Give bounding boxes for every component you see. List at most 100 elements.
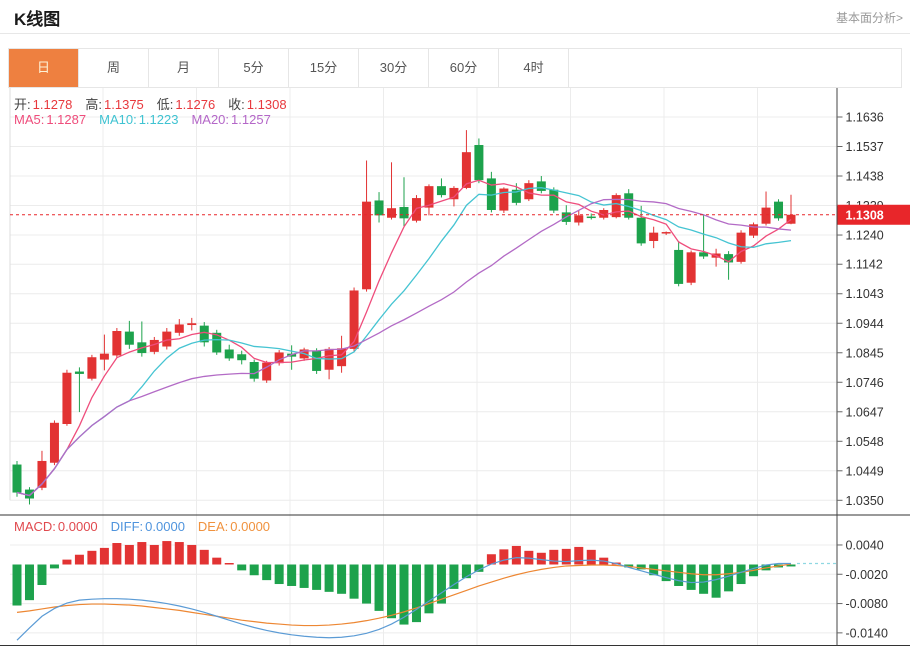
macd-bar bbox=[424, 564, 434, 614]
macd-bar bbox=[786, 564, 796, 567]
price-label: 1.1537 bbox=[846, 140, 884, 154]
macd-bar bbox=[461, 564, 471, 579]
candle-up bbox=[574, 215, 584, 223]
macd-bar bbox=[636, 564, 646, 570]
candle-down bbox=[124, 331, 134, 345]
macd-bar bbox=[299, 564, 309, 588]
candle-up bbox=[424, 186, 434, 208]
price-label: 1.1636 bbox=[846, 111, 884, 125]
candle-down bbox=[474, 145, 484, 181]
macd-bar bbox=[74, 554, 84, 565]
macd-bar bbox=[199, 549, 209, 565]
macd-bar bbox=[49, 564, 59, 569]
macd-bar bbox=[586, 549, 596, 565]
tab-30分[interactable]: 30分 bbox=[359, 49, 429, 87]
candle-up bbox=[786, 214, 796, 224]
fundamental-analysis-link[interactable]: 基本面分析> bbox=[835, 11, 903, 25]
macd-bar bbox=[736, 564, 746, 585]
dea-line bbox=[16, 563, 792, 627]
macd-bar bbox=[124, 544, 134, 565]
tab-周[interactable]: 周 bbox=[79, 49, 149, 87]
macd-bar bbox=[399, 564, 409, 625]
macd-bar bbox=[12, 564, 22, 606]
ma5-line bbox=[16, 179, 792, 497]
macd-bar bbox=[661, 564, 671, 582]
candle-up bbox=[62, 372, 72, 424]
current-price-badge-label: 1.1308 bbox=[846, 208, 884, 222]
tab-4时[interactable]: 4时 bbox=[499, 49, 569, 87]
tab-日[interactable]: 日 bbox=[9, 49, 79, 87]
macd-bar bbox=[149, 544, 159, 565]
candle-up bbox=[499, 188, 509, 211]
macd-bar bbox=[162, 541, 172, 565]
macd-bar bbox=[486, 554, 496, 565]
macd-bar bbox=[686, 564, 696, 590]
candle-down bbox=[399, 207, 409, 219]
tab-5分[interactable]: 5分 bbox=[219, 49, 289, 87]
macd-bar bbox=[449, 564, 459, 589]
macd-bar bbox=[561, 548, 571, 565]
candle-down bbox=[549, 189, 559, 211]
candle-down bbox=[374, 200, 384, 216]
candle-up bbox=[162, 331, 172, 347]
macd-bar bbox=[549, 549, 559, 565]
candle-up bbox=[112, 331, 122, 356]
macd-bar bbox=[187, 544, 197, 565]
candle-down bbox=[212, 332, 222, 353]
price-label: 1.1142 bbox=[846, 258, 883, 272]
candle-down bbox=[624, 193, 634, 218]
candle-up bbox=[99, 353, 109, 360]
macd-bar bbox=[37, 564, 47, 586]
candle-down bbox=[12, 464, 22, 493]
candle-down bbox=[249, 362, 259, 379]
tab-60分[interactable]: 60分 bbox=[429, 49, 499, 87]
tab-月[interactable]: 月 bbox=[149, 49, 219, 87]
price-label: 1.1240 bbox=[846, 229, 884, 243]
macd-bar bbox=[112, 543, 122, 565]
macd-bar bbox=[474, 564, 484, 572]
candle-up bbox=[599, 209, 609, 218]
macd-label: 0.0040 bbox=[846, 538, 884, 552]
candle-up bbox=[274, 352, 284, 364]
candle-up bbox=[174, 324, 184, 333]
high-readout: 高: 1.1375 bbox=[85, 97, 144, 112]
macd-bar bbox=[174, 542, 184, 565]
candle-down bbox=[536, 181, 546, 191]
macd-bar bbox=[411, 564, 421, 623]
macd-bar bbox=[324, 564, 334, 592]
candle-up bbox=[524, 183, 534, 200]
candle-down bbox=[436, 186, 446, 196]
macd-bar bbox=[212, 557, 222, 565]
price-label: 1.0548 bbox=[846, 435, 884, 449]
ma5-readout: MA5: 1.1287 bbox=[14, 112, 87, 127]
macd-bar bbox=[312, 564, 322, 590]
macd-bar bbox=[337, 564, 347, 594]
macd-bar bbox=[349, 564, 359, 599]
price-label: 1.1438 bbox=[846, 170, 884, 184]
macd-bar bbox=[224, 563, 234, 565]
macd-label: -0.0140 bbox=[846, 626, 888, 640]
macd-bar bbox=[237, 564, 247, 571]
candle-up bbox=[349, 290, 359, 349]
ma10-readout: MA10: 1.1223 bbox=[99, 112, 179, 127]
candle-down bbox=[312, 350, 322, 371]
candle-up bbox=[611, 195, 621, 218]
candle-up bbox=[387, 208, 397, 218]
macd-bar bbox=[287, 564, 297, 586]
candle-up bbox=[686, 252, 696, 283]
candle-down bbox=[699, 252, 709, 257]
macd-bar bbox=[24, 564, 34, 601]
close-readout: 收: 1.1308 bbox=[228, 97, 287, 112]
candle-up bbox=[337, 348, 347, 367]
macd-bar bbox=[711, 564, 721, 598]
diff-line bbox=[16, 557, 791, 641]
macd-bar bbox=[724, 564, 734, 592]
macd-bar bbox=[249, 564, 259, 576]
candle-down bbox=[237, 354, 247, 361]
macd-bar bbox=[262, 564, 272, 581]
candle-down bbox=[636, 217, 646, 244]
candle-up bbox=[87, 357, 97, 379]
tab-15分[interactable]: 15分 bbox=[289, 49, 359, 87]
macd-bar bbox=[536, 552, 546, 565]
low-readout: 低: 1.1276 bbox=[156, 97, 216, 112]
